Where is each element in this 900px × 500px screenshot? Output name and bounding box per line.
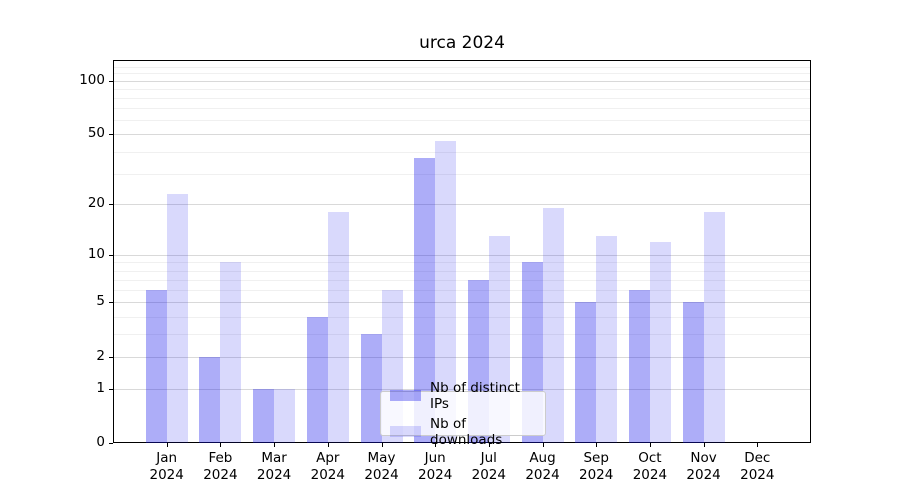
x-axis-tick-label: Oct 2024 bbox=[632, 450, 668, 483]
bar-downloads bbox=[649, 241, 671, 443]
y-axis-tick-label: 100 bbox=[79, 71, 105, 88]
legend-label: Nb of distinct IPs bbox=[430, 379, 520, 412]
gridline-major bbox=[113, 388, 811, 390]
gridline-minor bbox=[113, 290, 811, 292]
gridline-minor bbox=[113, 89, 811, 90]
bar-downloads bbox=[703, 211, 725, 443]
x-tick-mark bbox=[435, 443, 437, 447]
bar-downloads bbox=[435, 140, 457, 443]
y-tick-mark bbox=[109, 356, 113, 358]
x-axis-tick-label: Nov 2024 bbox=[686, 450, 721, 483]
bar-distinct-ips bbox=[628, 290, 650, 443]
y-tick-mark bbox=[109, 254, 113, 256]
x-tick-mark bbox=[703, 443, 705, 447]
y-tick-mark bbox=[109, 302, 113, 304]
bar-downloads bbox=[327, 211, 349, 443]
bar-distinct-ips bbox=[575, 302, 597, 443]
x-tick-mark bbox=[220, 443, 222, 447]
y-axis-tick-label: 5 bbox=[96, 293, 105, 310]
y-tick-mark bbox=[109, 443, 113, 444]
gridline-minor bbox=[113, 66, 811, 68]
bar-downloads bbox=[166, 193, 188, 443]
gridline-major bbox=[113, 302, 811, 304]
bar-downloads bbox=[220, 262, 242, 443]
plot-area bbox=[113, 60, 811, 443]
bar-distinct-ips bbox=[145, 290, 167, 443]
x-axis-tick-label: Jul 2024 bbox=[471, 450, 506, 483]
x-tick-mark bbox=[488, 443, 490, 447]
gridline-major bbox=[113, 134, 811, 136]
x-tick-mark bbox=[542, 443, 544, 447]
y-axis-tick-label: 2 bbox=[96, 347, 105, 364]
bar-downloads bbox=[596, 235, 618, 443]
x-axis-tick-label: Jan 2024 bbox=[149, 450, 184, 483]
gridline-minor bbox=[113, 151, 811, 153]
bar-distinct-ips bbox=[306, 316, 328, 443]
x-tick-mark bbox=[327, 443, 329, 447]
x-axis-tick-label: Jun 2024 bbox=[418, 450, 453, 483]
y-tick-mark bbox=[109, 204, 113, 205]
x-axis-tick-label: Sep 2024 bbox=[579, 450, 614, 483]
bar-downloads bbox=[274, 388, 296, 443]
legend-label: Nb of downloads bbox=[430, 415, 503, 448]
y-axis-tick-label: 20 bbox=[87, 195, 105, 211]
gridline-major bbox=[113, 80, 811, 82]
x-axis-tick-label: Aug 2024 bbox=[525, 450, 560, 483]
y-axis-tick-label: 50 bbox=[87, 125, 105, 142]
gridline-minor bbox=[113, 279, 811, 281]
bar-distinct-ips bbox=[682, 302, 704, 443]
legend: Nb of distinct IPs Nb of downloads bbox=[380, 380, 546, 448]
gridline-major bbox=[113, 356, 811, 358]
legend-swatch bbox=[390, 426, 421, 437]
x-tick-mark bbox=[381, 443, 383, 447]
y-axis-tick-label: 10 bbox=[87, 245, 105, 262]
y-axis-tick-label: 1 bbox=[96, 379, 105, 396]
x-axis-tick-label: Apr 2024 bbox=[310, 450, 345, 483]
x-tick-mark bbox=[166, 443, 168, 447]
gridline-minor bbox=[113, 173, 811, 175]
gridline-minor bbox=[113, 316, 811, 318]
x-axis-tick-label: Feb 2024 bbox=[203, 450, 238, 483]
x-axis-tick-label: May 2024 bbox=[364, 450, 399, 483]
gridline-major bbox=[113, 254, 811, 256]
gridline-minor bbox=[113, 120, 811, 122]
bar-downloads bbox=[542, 207, 564, 443]
x-tick-mark bbox=[757, 443, 759, 447]
gridline-minor bbox=[113, 334, 811, 336]
gridline-minor bbox=[113, 108, 811, 110]
x-tick-mark bbox=[596, 443, 598, 447]
bar-distinct-ips bbox=[253, 388, 275, 443]
y-axis-tick-label: 0 bbox=[96, 434, 105, 450]
legend-item: Nb of distinct IPs bbox=[390, 380, 536, 412]
y-tick-mark bbox=[109, 134, 113, 136]
x-axis-tick-label: Dec 2024 bbox=[740, 450, 775, 483]
legend-item: Nb of downloads bbox=[390, 416, 536, 448]
gridline-major bbox=[113, 204, 811, 205]
x-axis-tick-label: Mar 2024 bbox=[256, 450, 292, 483]
gridline-minor bbox=[113, 262, 811, 264]
gridline-minor bbox=[113, 73, 811, 75]
x-tick-mark bbox=[649, 443, 651, 447]
bar-distinct-ips bbox=[414, 157, 436, 443]
gridline-minor bbox=[113, 270, 811, 272]
bar-distinct-ips bbox=[360, 334, 382, 443]
x-tick-mark bbox=[274, 443, 276, 447]
bar-distinct-ips bbox=[199, 356, 221, 443]
legend-swatch bbox=[390, 390, 421, 401]
gridline-minor bbox=[113, 98, 811, 100]
chart-title: urca 2024 bbox=[419, 33, 505, 53]
y-tick-mark bbox=[109, 80, 113, 82]
y-tick-mark bbox=[109, 388, 113, 390]
